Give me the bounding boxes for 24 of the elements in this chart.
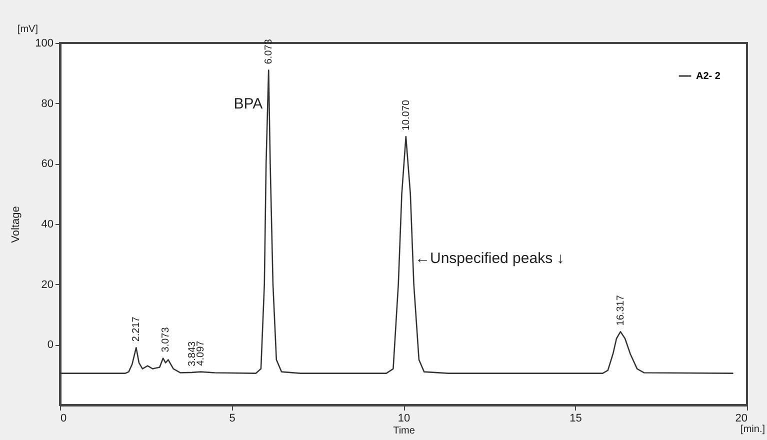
y-tick-label: 20: [41, 278, 54, 291]
annotation: 4.097: [196, 340, 207, 366]
y-tick-label: 80: [41, 98, 54, 110]
x-tick-label: 5: [229, 412, 236, 424]
y-tick-label: 0: [47, 339, 54, 352]
y-axis-title: Voltage: [10, 206, 22, 243]
legend-label: A2- 2: [696, 71, 721, 82]
x-tick-label: 20: [735, 412, 748, 424]
annotation: 2.217: [131, 316, 142, 342]
annotation: 16.317: [615, 294, 626, 326]
y-tick-label: 40: [41, 218, 54, 230]
x-tick-label: 15: [570, 412, 582, 424]
y-tick-label: 100: [35, 38, 54, 50]
annotation: 3.073: [160, 326, 172, 352]
x-axis-title: Time: [393, 426, 416, 436]
text: [mV]: [17, 24, 38, 35]
annotation: ←Unspecified peaks ↓: [415, 250, 564, 267]
y-tick-label: 60: [41, 158, 54, 170]
x-tick-label: 10: [398, 412, 410, 424]
annotation: BPA: [234, 95, 263, 112]
text: [min.]: [740, 424, 766, 435]
x-tick-label: 0: [60, 412, 67, 424]
line-series: [59, 70, 734, 374]
annotation: 10.070: [400, 99, 412, 131]
